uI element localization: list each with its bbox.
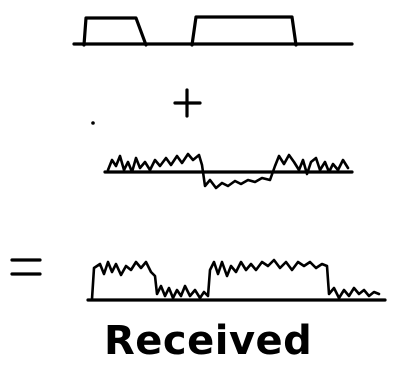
received-signal <box>86 258 387 302</box>
noise-trace <box>106 152 350 190</box>
noise-signal <box>103 152 354 190</box>
square-wave-pulses <box>82 15 298 47</box>
received-trace <box>90 258 381 301</box>
square-wave-signal <box>72 15 354 47</box>
plus-symbol <box>173 88 202 118</box>
equals-symbol <box>10 258 42 276</box>
received-caption: Received <box>104 318 313 364</box>
square-wave-dot <box>347 42 351 46</box>
stray-dot <box>91 121 95 125</box>
